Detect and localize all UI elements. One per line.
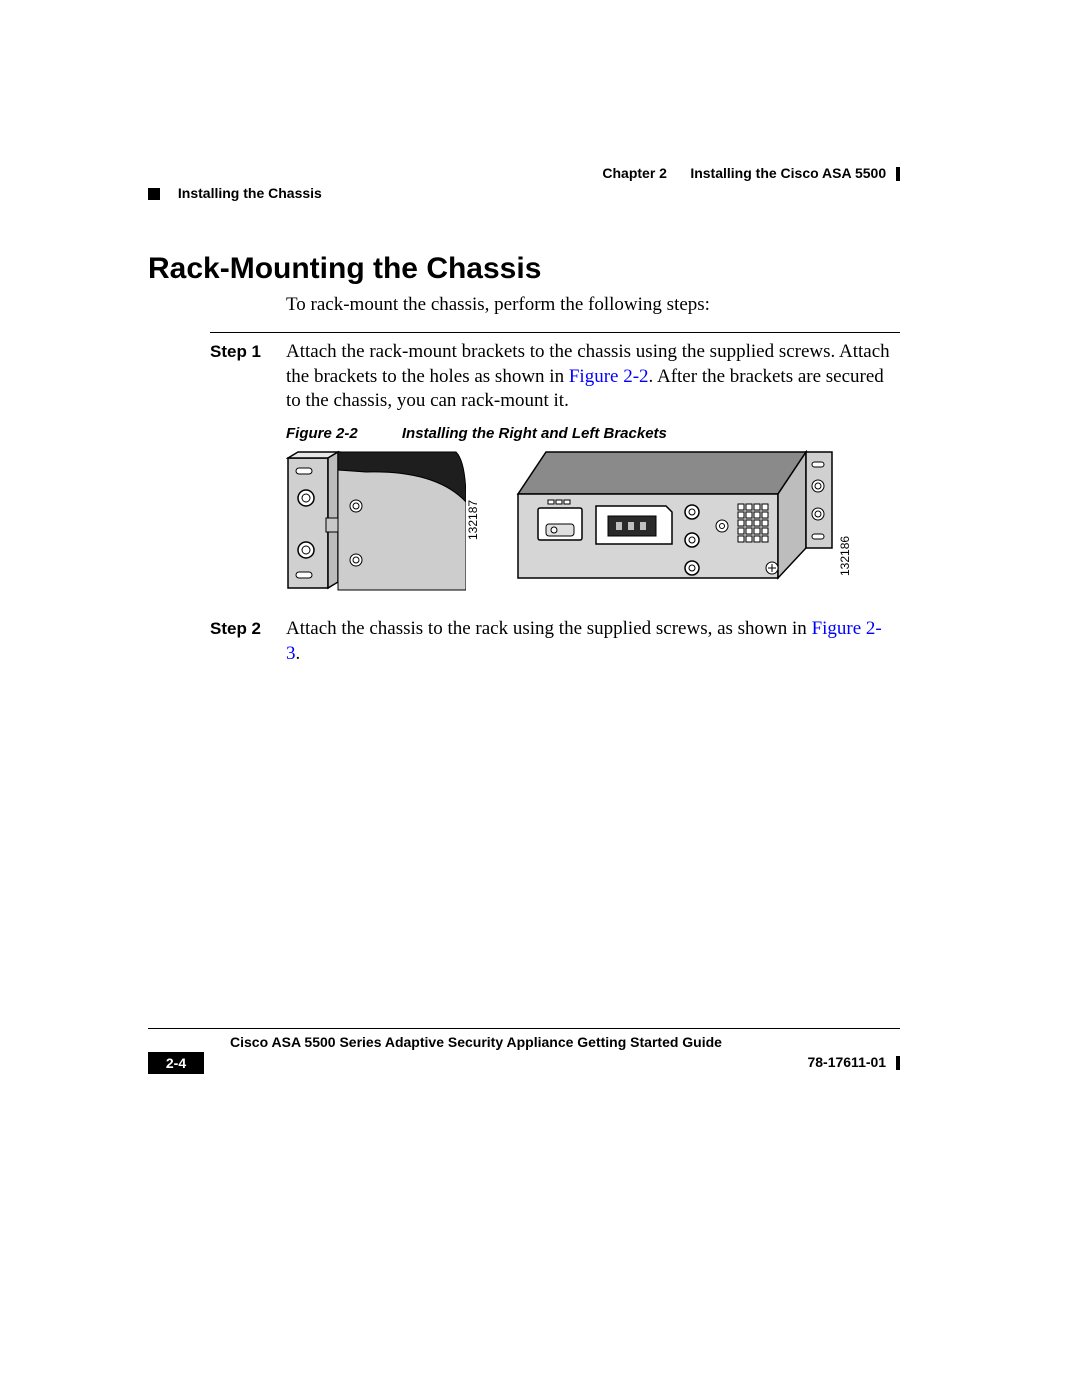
footer-page-number: 2-4: [148, 1052, 204, 1074]
header-chapter-label: Chapter 2: [602, 165, 667, 181]
header-section: Installing the Chassis: [148, 185, 322, 201]
footer-rule: [148, 1028, 900, 1029]
document-page: Chapter 2 Installing the Cisco ASA 5500 …: [0, 0, 1080, 1397]
right-diagram-id: 132186: [838, 536, 852, 576]
intro-text: To rack-mount the chassis, perform the f…: [286, 294, 906, 316]
left-diagram-id: 132187: [466, 500, 480, 540]
step-2-label: Step 2: [210, 619, 261, 639]
header-bar-icon: [896, 167, 900, 181]
step-2-body: Attach the chassis to the rack using the…: [286, 617, 886, 666]
figure-caption: Figure 2-2 Installing the Right and Left…: [286, 425, 667, 442]
step-1-label: Step 1: [210, 342, 261, 362]
figure-2-2-link[interactable]: Figure 2-2: [569, 366, 649, 387]
section-heading: Rack-Mounting the Chassis: [148, 252, 541, 286]
step-2-text-before: Attach the chassis to the rack using the…: [286, 618, 812, 639]
footer-bar-icon: [896, 1056, 900, 1070]
figure-area: 132187: [286, 450, 846, 600]
figure-title: Installing the Right and Left Brackets: [402, 425, 667, 442]
header-chapter-title: Installing the Cisco ASA 5500: [690, 165, 886, 181]
step-1-body: Attach the rack-mount brackets to the ch…: [286, 340, 891, 414]
header-square-icon: [148, 188, 160, 200]
horizontal-rule: [210, 332, 900, 333]
header-chapter: Chapter 2 Installing the Cisco ASA 5500: [602, 165, 900, 181]
left-bracket-diagram: [286, 450, 466, 596]
right-bracket-diagram: [516, 450, 836, 596]
step-2-text-after: .: [296, 643, 301, 664]
header-section-title: Installing the Chassis: [178, 185, 322, 201]
footer-book-title: Cisco ASA 5500 Series Adaptive Security …: [230, 1034, 722, 1050]
footer-doc-id-text: 78-17611-01: [807, 1054, 886, 1070]
footer-doc-id: 78-17611-01: [807, 1054, 900, 1070]
figure-label: Figure 2-2: [286, 425, 358, 442]
